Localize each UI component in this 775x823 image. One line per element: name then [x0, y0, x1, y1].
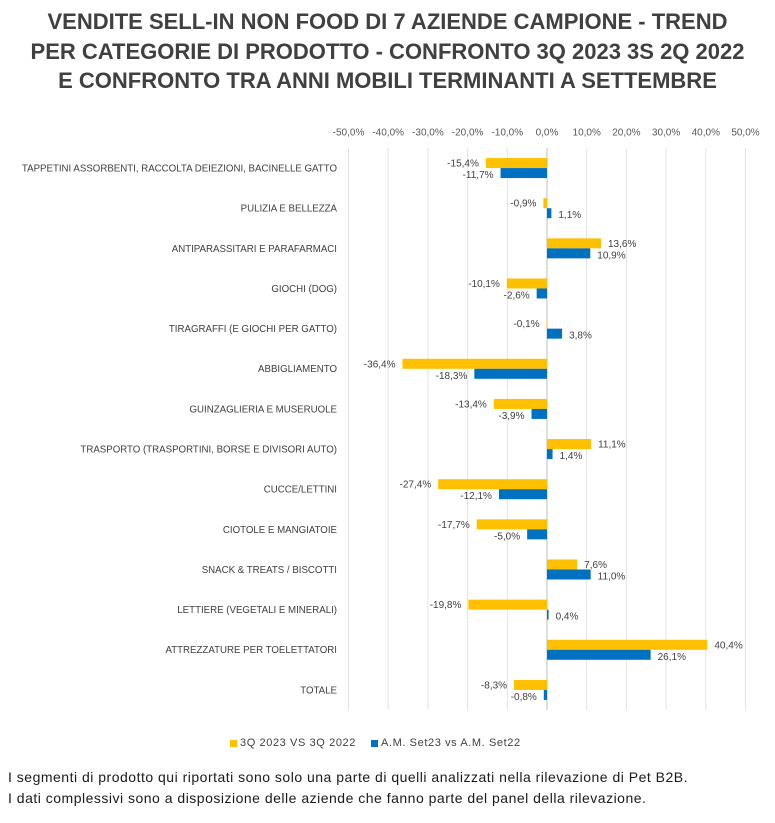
data-label-3q-2023-vs-3q-2022-abbigliamento: -36,4% [364, 359, 396, 370]
bar-3q-2023-vs-3q-2022-giochi-dog [506, 278, 547, 289]
gridlines [348, 148, 746, 710]
data-label-a-m-set23-vs-a-m-set22-totale: -0,8% [511, 692, 537, 703]
data-label-a-m-set23-vs-a-m-set22-tappetini-assorbenti-raccolta-deiezioni-bacinell: -11,7% [463, 170, 494, 181]
data-label-a-m-set23-vs-a-m-set22-snack-treats-biscotti: 11,0% [598, 572, 626, 583]
legend-swatch-yellow [230, 739, 237, 747]
bar-3q-2023-vs-3q-2022-snack-treats-biscotti [547, 559, 578, 570]
data-label-a-m-set23-vs-a-m-set22-cucce-lettini: -12,1% [460, 491, 492, 502]
category-label-tiragraffi-e-giochi-per-gatto: TIRAGRAFFI (E GIOCHI PER GATTO) [169, 324, 337, 335]
bar-3q-2023-vs-3q-2022-antiparassitari-e-parafarmaci [547, 238, 601, 249]
data-label-a-m-set23-vs-a-m-set22-tiragraffi-e-giochi-per-gatto: 3,8% [569, 331, 592, 342]
bar-a-m-set23-vs-a-m-set22-antiparassitari-e-parafarmaci [547, 248, 591, 259]
x-tick-label-20: 20,0% [612, 128, 640, 139]
legend-label: A.M. Set23 vs A.M. Set22 [381, 737, 521, 749]
data-label-a-m-set23-vs-a-m-set22-trasporto-trasportini-borse-e-divisori-auto: 1,4% [560, 451, 583, 462]
x-tick-label-minus-10: -10,0% [491, 128, 523, 139]
bar-a-m-set23-vs-a-m-set22-snack-treats-biscotti [547, 569, 591, 580]
bar-a-m-set23-vs-a-m-set22-tiragraffi-e-giochi-per-gatto [547, 328, 563, 339]
bar-a-m-set23-vs-a-m-set22-abbigliamento [474, 368, 547, 379]
data-label-3q-2023-vs-3q-2022-guinzaglieria-e-museruole: -13,4% [455, 399, 487, 410]
data-label-3q-2023-vs-3q-2022-tiragraffi-e-giochi-per-gatto: -0,1% [513, 319, 539, 330]
category-label-snack-treats-biscotti: SNACK & TREATS / BISCOTTI [202, 565, 337, 576]
category-label-attrezzature-per-toelettatori: ATTREZZATURE PER TOELETTATORI [165, 645, 337, 656]
legend-item-am-set23-vs-am-set22: A.M. Set23 vs A.M. Set22 [371, 736, 521, 750]
data-label-3q-2023-vs-3q-2022-antiparassitari-e-parafarmaci: 13,6% [608, 239, 636, 250]
category-label-totale: TOTALE [300, 685, 337, 696]
x-axis-tick-labels: -50,0% -40,0% -30,0% -20,0% -10,0% 0,0% 10,0% 2… [333, 128, 760, 139]
x-tick-label-minus-30: -30,0% [412, 128, 444, 139]
category-label-cucce-lettini: CUCCE/LETTINI [264, 485, 337, 496]
footnote-line: I segmenti di prodotto qui riportati son… [8, 769, 688, 785]
legend-label: 3Q 2023 VS 3Q 2022 [240, 737, 356, 749]
bars [402, 158, 708, 700]
data-label-3q-2023-vs-3q-2022-pulizia-e-bellezza: -0,9% [510, 199, 536, 210]
bar-3q-2023-vs-3q-2022-totale [514, 679, 547, 690]
bar-a-m-set23-vs-a-m-set22-giochi-dog [536, 288, 547, 299]
bar-a-m-set23-vs-a-m-set22-guinzaglieria-e-museruole [531, 408, 547, 419]
footnotes: I segmenti di prodotto qui riportati son… [8, 767, 768, 809]
bar-a-m-set23-vs-a-m-set22-attrezzature-per-toelettatori [547, 649, 651, 660]
bar-a-m-set23-vs-a-m-set22-trasporto-trasportini-borse-e-divisori-auto [547, 449, 553, 460]
data-label-3q-2023-vs-3q-2022-ciotole-e-mangiatoie: -17,7% [438, 520, 470, 531]
category-label-tappetini-assorbenti-raccolta-deiezioni-bacinell: TAPPETINI ASSORBENTI, RACCOLTA DEIEZIONI… [22, 163, 338, 174]
bar-3q-2023-vs-3q-2022-trasporto-trasportini-borse-e-divisori-auto [547, 439, 592, 450]
bar-3q-2023-vs-3q-2022-tappetini-assorbenti-raccolta-deiezioni-bacinell [485, 158, 547, 169]
legend-swatch-blue [371, 739, 378, 747]
data-label-3q-2023-vs-3q-2022-attrezzature-per-toelettatori: 40,4% [714, 640, 742, 651]
data-label-3q-2023-vs-3q-2022-trasporto-trasportini-borse-e-divisori-auto: 11,1% [598, 440, 626, 451]
data-label-a-m-set23-vs-a-m-set22-lettiere-vegetali-e-minerali: 0,4% [556, 612, 579, 623]
x-tick-label-30: 30,0% [652, 128, 680, 139]
data-labels: -15,4%-11,7% -0,9% 1,1% 13,6%10,9% -10,1% -2,… [364, 159, 743, 703]
bar-3q-2023-vs-3q-2022-pulizia-e-bellezza [543, 198, 547, 209]
data-label-3q-2023-vs-3q-2022-totale: -8,3% [481, 680, 507, 691]
category-label-trasporto-trasportini-borse-e-divisori-auto: TRASPORTO (TRASPORTINI, BORSE E DIVISORI… [80, 444, 337, 455]
data-label-3q-2023-vs-3q-2022-tappetini-assorbenti-raccolta-deiezioni-bacinell: -15,4% [447, 159, 479, 170]
category-label-giochi-dog: GIOCHI (DOG) [271, 284, 337, 295]
data-label-a-m-set23-vs-a-m-set22-pulizia-e-bellezza: 1,1% [558, 210, 581, 221]
data-label-a-m-set23-vs-a-m-set22-ciotole-e-mangiatoie: -5,0% [494, 531, 520, 542]
x-tick-label-40: 40,0% [692, 128, 720, 139]
bar-a-m-set23-vs-a-m-set22-tappetini-assorbenti-raccolta-deiezioni-bacinell [500, 168, 547, 179]
category-label-guinzaglieria-e-museruole: GUINZAGLIERIA E MUSERUOLE [190, 404, 338, 415]
x-tick-label-minus-20: -20,0% [452, 128, 484, 139]
category-label-lettiere-vegetali-e-minerali: LETTIERE (VEGETALI E MINERALI) [177, 605, 337, 616]
category-labels: TAPPETINI ASSORBENTI, RACCOLTA DEIEZIONI… [22, 163, 338, 696]
data-label-3q-2023-vs-3q-2022-cucce-lettini: -27,4% [400, 480, 432, 491]
data-label-3q-2023-vs-3q-2022-lettiere-vegetali-e-minerali: -19,8% [430, 600, 462, 611]
data-label-3q-2023-vs-3q-2022-giochi-dog: -10,1% [468, 279, 500, 290]
bar-a-m-set23-vs-a-m-set22-totale [543, 689, 547, 700]
bar-a-m-set23-vs-a-m-set22-lettiere-vegetali-e-minerali [547, 609, 549, 620]
category-label-pulizia-e-bellezza: PULIZIA E BELLEZZA [241, 204, 338, 215]
category-label-antiparassitari-e-parafarmaci: ANTIPARASSITARI E PARAFARMACI [172, 244, 337, 255]
data-label-a-m-set23-vs-a-m-set22-giochi-dog: -2,6% [504, 291, 530, 302]
bar-a-m-set23-vs-a-m-set22-pulizia-e-bellezza [547, 208, 552, 219]
x-tick-label-50: 50,0% [731, 128, 759, 139]
data-label-a-m-set23-vs-a-m-set22-attrezzature-per-toelettatori: 26,1% [658, 652, 686, 663]
category-label-ciotole-e-mangiatoie: CIOTOLE E MANGIATOIE [223, 525, 338, 536]
bar-3q-2023-vs-3q-2022-tiragraffi-e-giochi-per-gatto [546, 318, 548, 329]
data-label-a-m-set23-vs-a-m-set22-guinzaglieria-e-museruole: -3,9% [498, 411, 524, 422]
footnote-line: I dati complessivi sono a disposizione d… [8, 790, 647, 806]
bar-3q-2023-vs-3q-2022-abbigliamento [402, 358, 547, 369]
bar-a-m-set23-vs-a-m-set22-cucce-lettini [498, 489, 547, 500]
bar-a-m-set23-vs-a-m-set22-ciotole-e-mangiatoie [527, 529, 547, 540]
chart-title: VENDITE SELL-IN NON FOOD DI 7 AZIENDE CA… [30, 9, 745, 93]
bar-3q-2023-vs-3q-2022-attrezzature-per-toelettatori [547, 639, 708, 650]
bar-3q-2023-vs-3q-2022-cucce-lettini [438, 479, 547, 490]
bar-3q-2023-vs-3q-2022-guinzaglieria-e-museruole [493, 398, 547, 409]
x-tick-label-minus-50: -50,0% [333, 128, 365, 139]
data-label-a-m-set23-vs-a-m-set22-antiparassitari-e-parafarmaci: 10,9% [597, 250, 625, 261]
x-tick-label-minus-40: -40,0% [372, 128, 404, 139]
data-label-a-m-set23-vs-a-m-set22-abbigliamento: -18,3% [436, 371, 468, 382]
legend-item-3q-2023-vs-3q-2022: 3Q 2023 VS 3Q 2022 [230, 736, 356, 750]
category-label-abbigliamento: ABBIGLIAMENTO [258, 364, 337, 375]
bar-3q-2023-vs-3q-2022-lettiere-vegetali-e-minerali [468, 599, 547, 610]
bar-3q-2023-vs-3q-2022-ciotole-e-mangiatoie [476, 519, 547, 530]
data-label-3q-2023-vs-3q-2022-snack-treats-biscotti: 7,6% [584, 560, 607, 571]
x-tick-label-10: 10,0% [573, 128, 601, 139]
x-tick-label-0: 0,0% [536, 128, 559, 139]
